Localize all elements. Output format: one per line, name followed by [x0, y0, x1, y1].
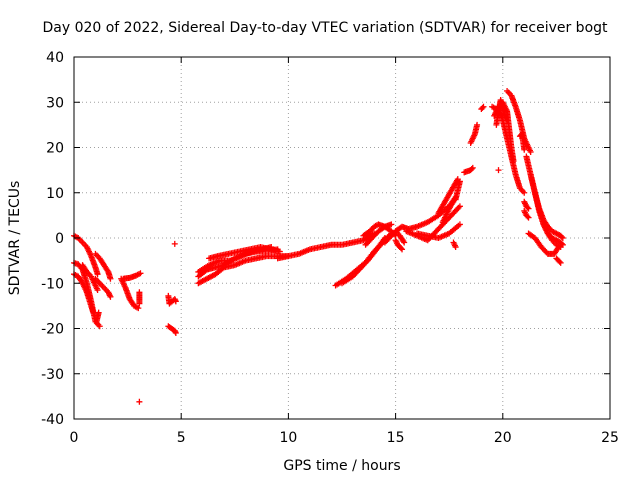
data-point: [557, 259, 564, 266]
y-tick-label: -10: [41, 276, 64, 292]
series-seg23: [362, 221, 395, 248]
series-seg21: [339, 230, 395, 287]
data-point: [480, 103, 487, 110]
grid-lines: [74, 57, 610, 419]
data-point: [495, 167, 502, 174]
y-tick-label: 30: [46, 95, 64, 111]
series-seg13: [165, 323, 179, 337]
series-seg33: [461, 164, 476, 176]
data-point: [468, 165, 475, 172]
data-points: [71, 87, 566, 405]
data-point: [558, 233, 565, 240]
x-tick-label: 15: [387, 430, 405, 446]
data-point: [559, 235, 566, 241]
data-point: [527, 149, 534, 156]
y-tick-label: -30: [41, 367, 64, 383]
series-seg3: [71, 271, 97, 316]
series-seg46: [525, 230, 562, 257]
data-point: [504, 117, 511, 124]
data-point: [107, 293, 114, 300]
x-tick-label: 0: [70, 430, 79, 446]
y-tick-label: 40: [46, 50, 64, 66]
x-tick-label: 10: [279, 430, 297, 446]
data-point: [94, 287, 101, 294]
data-point: [172, 330, 179, 337]
series-seg32: [450, 239, 459, 251]
data-point: [276, 248, 283, 255]
data-point: [401, 239, 408, 246]
data-point: [136, 300, 143, 307]
data-point: [135, 305, 142, 312]
y-tick-label: 0: [55, 231, 64, 247]
series-seg8: [118, 275, 142, 312]
series-seg36: [495, 167, 502, 174]
series-seg35: [478, 103, 487, 113]
data-point: [452, 244, 459, 251]
data-point: [397, 245, 404, 252]
series-seg39: [493, 96, 511, 128]
x-tick-label: 5: [177, 430, 186, 446]
x-axis: 0 5 10 15 20 25: [70, 57, 619, 446]
data-point: [399, 246, 406, 253]
data-point: [107, 275, 114, 282]
series-seg6: [92, 275, 114, 300]
series-seg9: [120, 270, 144, 282]
data-point: [456, 221, 463, 228]
data-point: [171, 240, 178, 247]
data-point: [556, 258, 563, 265]
y-axis: -40 -30 -20 -10 0 10 20 30 40: [41, 50, 610, 428]
series-seg34: [467, 121, 481, 146]
series-seg45: [531, 189, 566, 241]
data-point: [524, 204, 531, 211]
x-axis-label: GPS time / hours: [283, 458, 400, 474]
data-point: [137, 270, 144, 277]
y-tick-label: 20: [46, 141, 64, 157]
data-point: [479, 104, 486, 111]
y-tick-label: -40: [41, 412, 64, 428]
data-point: [525, 205, 532, 212]
data-point: [388, 221, 395, 228]
series-seg42: [521, 198, 532, 212]
data-point: [510, 158, 517, 165]
data-point: [456, 178, 463, 185]
series-seg28: [414, 221, 463, 241]
data-point: [136, 398, 143, 405]
series-seg25: [392, 237, 406, 253]
data-point: [525, 214, 532, 221]
series-seg31: [452, 178, 463, 203]
series-seg10: [136, 289, 143, 307]
chart-title: Day 020 of 2022, Sidereal Day-to-day VTE…: [42, 20, 608, 36]
x-tick-label: 25: [601, 430, 619, 446]
series-seg11: [136, 398, 143, 405]
x-tick-label: 20: [494, 430, 512, 446]
data-point: [172, 298, 179, 305]
y-tick-label: -20: [41, 322, 64, 338]
data-point: [94, 271, 101, 278]
y-tick-label: 10: [46, 186, 64, 202]
data-point: [96, 323, 103, 330]
y-axis-label: SDTVAR / TECUs: [7, 181, 23, 296]
series-seg14: [171, 240, 178, 247]
series-seg4: [79, 262, 101, 294]
data-point: [524, 213, 531, 220]
series-seg47: [553, 255, 564, 266]
data-point: [90, 309, 97, 316]
series-seg18: [206, 244, 283, 262]
series-seg12: [165, 292, 179, 307]
series-seg48: [521, 207, 532, 221]
data-point: [469, 164, 476, 171]
data-point: [474, 121, 481, 128]
series-seg41: [516, 130, 528, 153]
data-point: [521, 146, 528, 153]
data-point: [95, 309, 102, 316]
series-seg7: [93, 309, 102, 325]
data-point: [521, 189, 528, 196]
series-seg40: [504, 87, 534, 156]
data-point: [456, 203, 463, 210]
series-seg5: [92, 250, 114, 282]
data-point: [555, 244, 562, 251]
